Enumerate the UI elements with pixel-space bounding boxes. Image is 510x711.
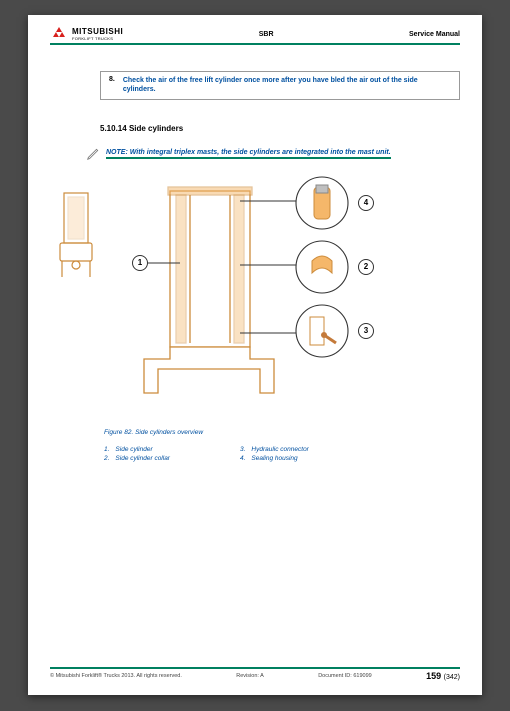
step-instruction-box: 8. Check the air of the free lift cylind…	[100, 71, 460, 100]
step-text: Check the air of the free lift cylinder …	[123, 76, 451, 95]
pencil-icon	[86, 147, 100, 161]
page-number: 159 (342)	[426, 671, 460, 681]
header-model: SBR	[259, 31, 274, 38]
mitsubishi-icon	[50, 27, 68, 41]
footer-docid: Document ID: 619099	[318, 673, 372, 679]
footer-copyright: © Mitsubishi Forklift® Trucks 2013. All …	[50, 673, 182, 679]
detail-circle-3	[294, 303, 350, 359]
section-number: 5.10.14	[100, 124, 127, 133]
figure-legend: 1.Side cylinder 2.Side cylinder collar 3…	[104, 446, 460, 462]
brand-subtitle: FORKLIFT TRUCKS	[72, 36, 123, 41]
section-heading: 5.10.14 Side cylinders	[100, 124, 460, 133]
callout-1: 1	[132, 255, 148, 271]
forklift-outline-icon	[54, 191, 104, 281]
document-page: MITSUBISHI FORKLIFT TRUCKS SBR Service M…	[28, 15, 482, 695]
legend-item: 2.Side cylinder collar	[104, 455, 170, 462]
page-footer: © Mitsubishi Forklift® Trucks 2013. All …	[50, 667, 460, 681]
brand-logo: MITSUBISHI FORKLIFT TRUCKS	[50, 27, 123, 41]
legend-item: 1.Side cylinder	[104, 446, 170, 453]
callout-2: 2	[358, 259, 374, 275]
footer-revision: Revision: A	[236, 673, 264, 679]
page-header: MITSUBISHI FORKLIFT TRUCKS SBR Service M…	[50, 27, 460, 45]
step-number: 8.	[109, 76, 115, 95]
figure-caption: Figure 82. Side cylinders overview	[104, 429, 460, 436]
section-title: Side cylinders	[129, 124, 183, 133]
detail-circle-4	[294, 175, 350, 231]
legend-item: 4.Sealing housing	[240, 455, 309, 462]
header-doc-type: Service Manual	[409, 31, 460, 38]
detail-circle-2	[294, 239, 350, 295]
legend-item: 3.Hydraulic connector	[240, 446, 309, 453]
note-row: NOTE: With integral triplex masts, the s…	[86, 147, 460, 161]
callout-4: 4	[358, 195, 374, 211]
figure-diagram: 1 4 2 3	[60, 173, 460, 423]
brand-name: MITSUBISHI	[72, 28, 123, 36]
callout-3: 3	[358, 323, 374, 339]
note-text: NOTE: With integral triplex masts, the s…	[106, 149, 391, 159]
